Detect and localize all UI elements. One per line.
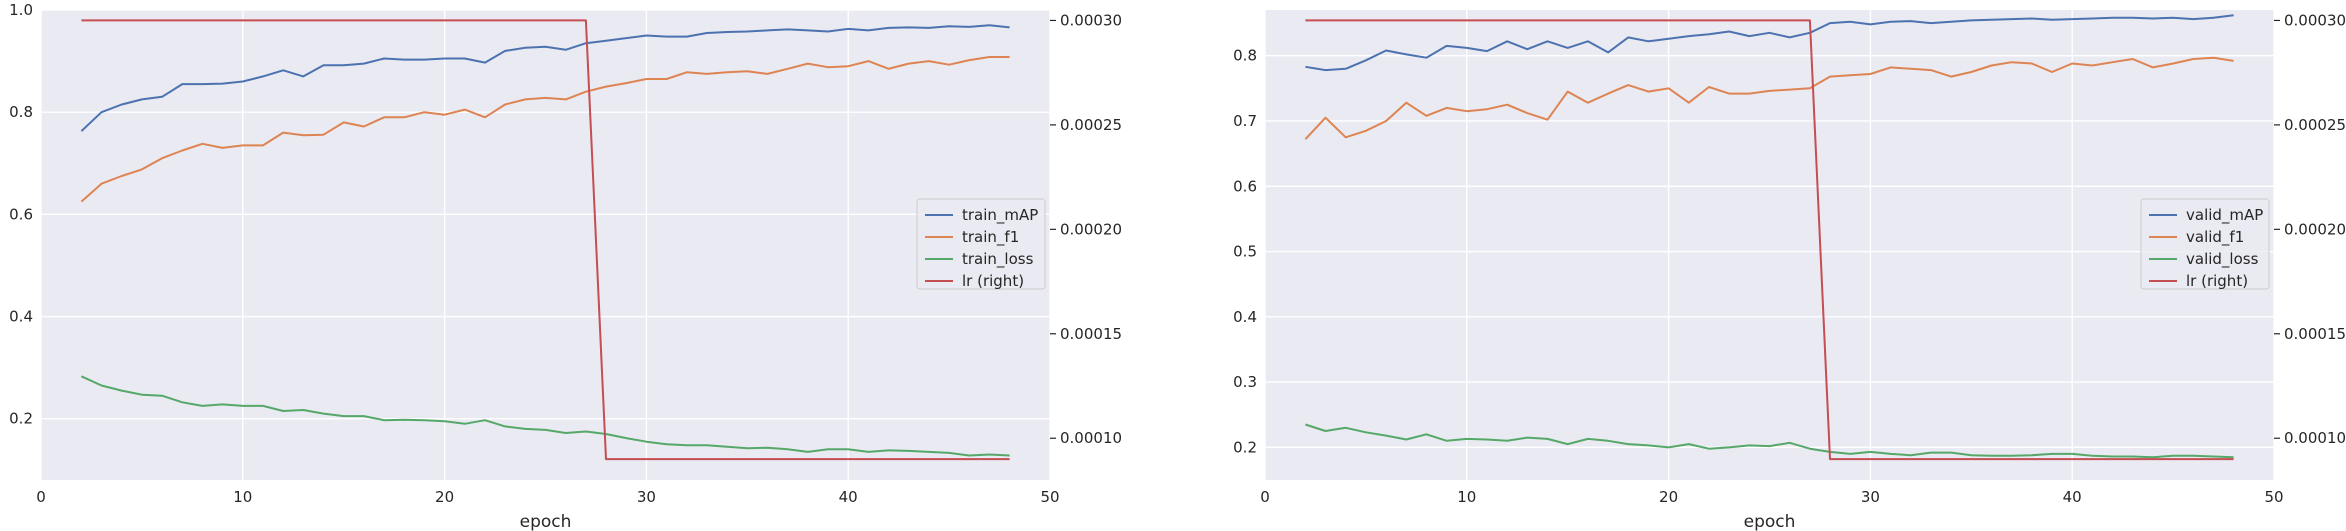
y-tick-label: 0.5 (1233, 243, 1257, 261)
series-line-train-loss (80, 375, 1010, 457)
x-tick-label: 20 (1659, 488, 1678, 506)
legend-entry: train_mAP (962, 206, 1038, 225)
plot-area (41, 10, 1050, 480)
legend-entry: lr (right) (962, 272, 1024, 290)
legend-box (2140, 198, 2270, 290)
x-tick-label: 20 (435, 488, 454, 506)
y-tick-label: 0.8 (9, 103, 33, 121)
series-line-valid-loss (1305, 423, 2234, 459)
y2-tick-label: 0.00015 (2284, 325, 2346, 343)
y-tick-label: 0.3 (1233, 373, 1257, 391)
x-tick-label: 50 (1040, 488, 1059, 506)
x-tick-label: 50 (2264, 488, 2283, 506)
chart-1: 0 10 20 30 40 50 0.2 0.4 0.6 0.8 1.0 0.00010 0.00015… (9, 1, 1122, 531)
y-tick-label: 0.4 (9, 308, 33, 326)
x-tick-label: 40 (2063, 488, 2082, 506)
legend-box (916, 198, 1046, 290)
series-line-valid-f1 (1304, 56, 2234, 140)
legend-entry: valid_f1 (2186, 228, 2244, 247)
legend-entry: train_loss (962, 250, 1034, 269)
chart-2: 0 10 20 30 40 50 0.2 0.3 0.4 0.5 0.6 0.7 0.8 0.00010 0… (1233, 10, 2346, 531)
series-line-lr-right- (81, 19, 1010, 461)
x-tick-label: 10 (1457, 488, 1476, 506)
x-tick-label: 30 (637, 488, 656, 506)
legend-entry: valid_mAP (2186, 206, 2263, 225)
y-tick-label: 1.0 (9, 1, 33, 19)
x-tick-label: 0 (36, 488, 46, 506)
y2-tick-label: 0.00020 (2284, 220, 2346, 238)
y-tick-label: 0.6 (1233, 177, 1257, 195)
y2-tick-label: 0.00030 (2284, 11, 2346, 29)
y2-tick-label: 0.00025 (2284, 116, 2346, 134)
y-tick-label: 0.7 (1233, 112, 1257, 130)
x-tick-label: 0 (1260, 488, 1270, 506)
y2-tick-label: 0.00015 (1060, 325, 1122, 343)
legend-entry: train_f1 (962, 228, 1019, 247)
series-line-valid-map (1305, 14, 2234, 72)
x-tick-label: 30 (1861, 488, 1880, 506)
y2-tick-label: 0.00030 (1060, 11, 1122, 29)
y-tick-label: 0.4 (1233, 308, 1257, 326)
x-axis-label: epoch (1744, 512, 1796, 531)
x-tick-label: 10 (233, 488, 252, 506)
y-tick-label: 0.2 (1233, 438, 1257, 456)
y-tick-label: 0.8 (1233, 47, 1257, 65)
y2-tick-label: 0.00025 (1060, 116, 1122, 134)
y2-tick-label: 0.00010 (2284, 429, 2346, 447)
x-axis-label: epoch (520, 512, 572, 531)
series-line-lr-right- (1305, 19, 2234, 461)
y2-tick-label: 0.00020 (1060, 220, 1122, 238)
x-tick-label: 40 (839, 488, 858, 506)
legend-entry: valid_loss (2186, 250, 2259, 269)
series-line-train-f1 (80, 56, 1010, 203)
series-line-train-map (80, 24, 1010, 132)
y2-tick-label: 0.00010 (1060, 429, 1122, 447)
y-tick-label: 0.6 (9, 205, 33, 223)
legend-entry: lr (right) (2186, 272, 2248, 290)
y-tick-label: 0.2 (9, 410, 33, 428)
plot-area (1265, 10, 2274, 480)
